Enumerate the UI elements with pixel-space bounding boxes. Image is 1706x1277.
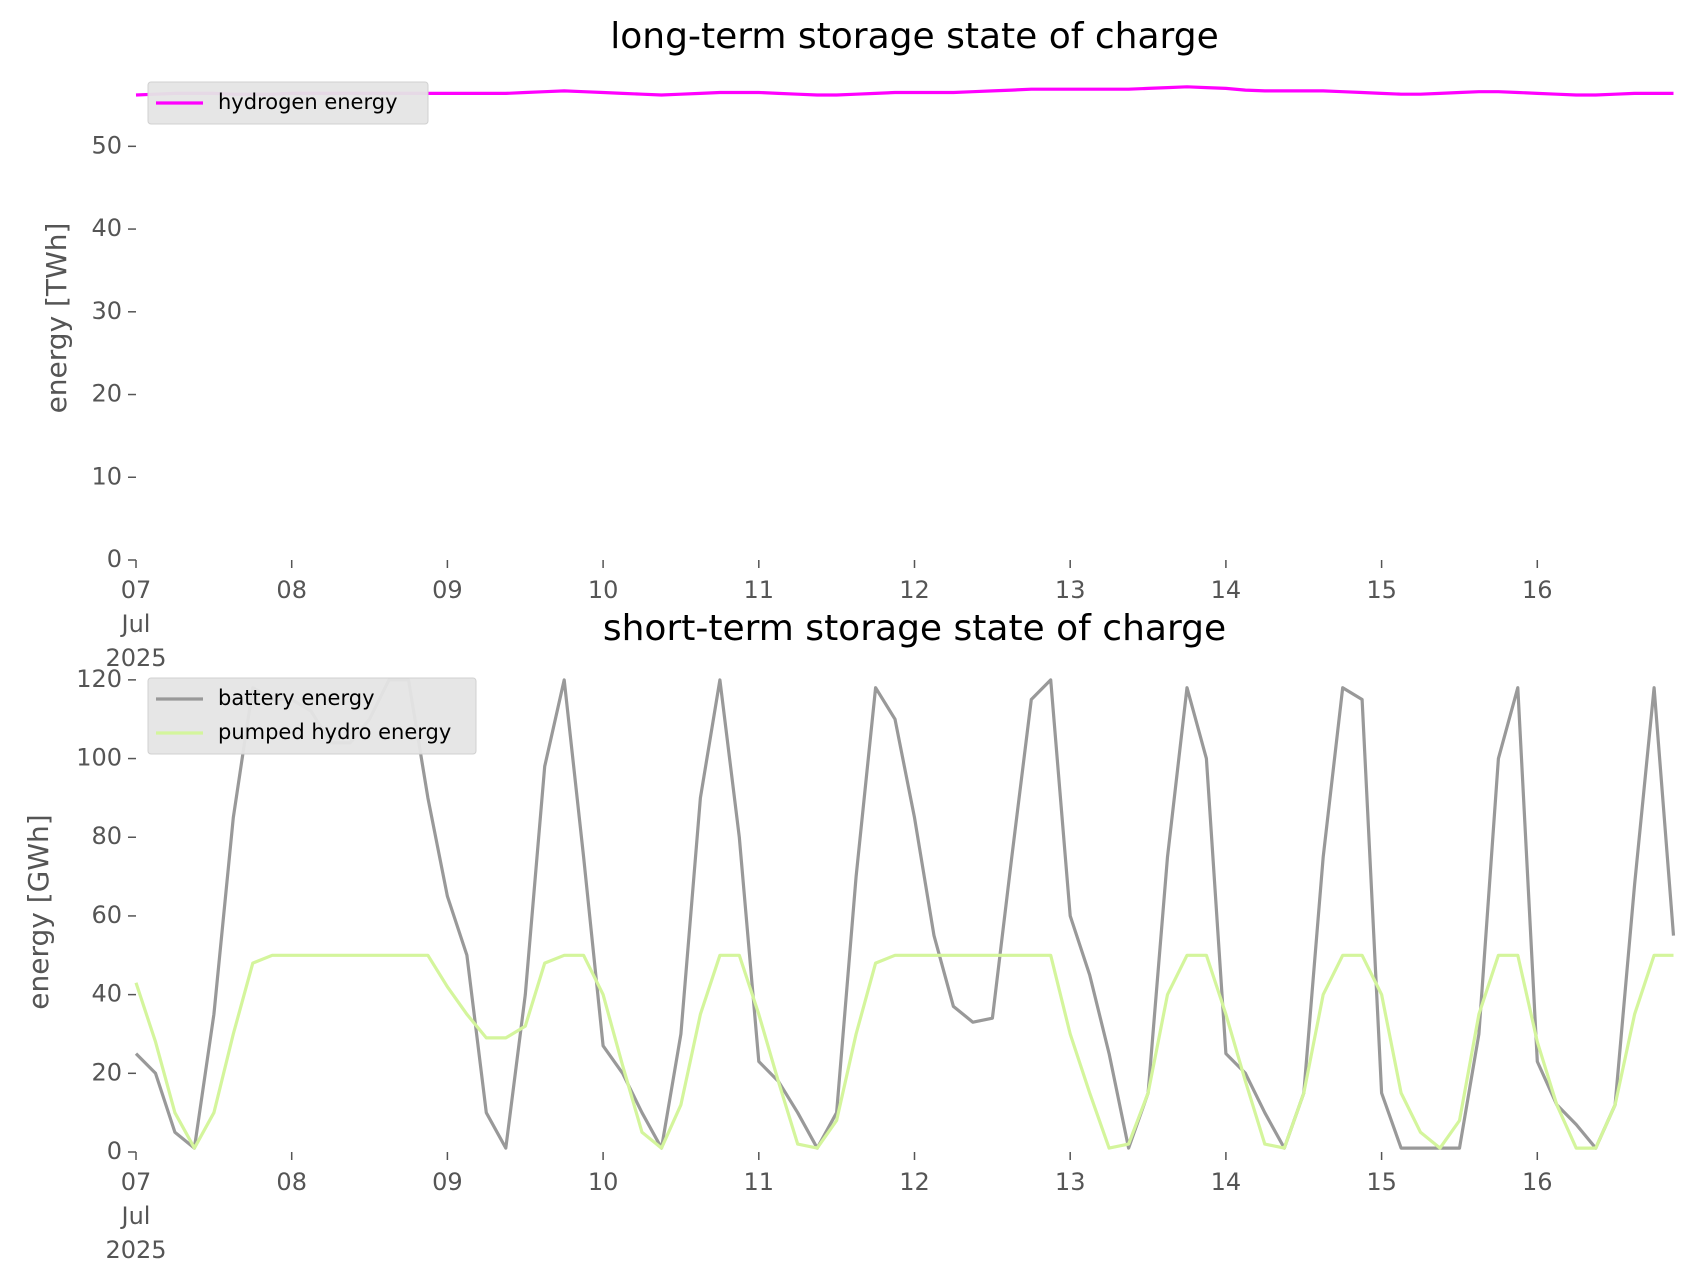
x-tick-label: 14 bbox=[1211, 1168, 1242, 1196]
chart-title: long-term storage state of charge bbox=[610, 16, 1218, 57]
y-tick-label: 20 bbox=[91, 1058, 122, 1086]
y-tick-label: 120 bbox=[76, 665, 122, 693]
x-tick-label: 13 bbox=[1055, 576, 1086, 604]
x-tick-label: 16 bbox=[1522, 1168, 1553, 1196]
x-tick-label: 08 bbox=[276, 1168, 307, 1196]
y-tick-label: 10 bbox=[91, 462, 122, 490]
x-tick-label: 10 bbox=[588, 576, 619, 604]
y-tick-label: 60 bbox=[91, 901, 122, 929]
x-tick-label: 09 bbox=[432, 576, 463, 604]
x-tick-label: 11 bbox=[744, 1168, 775, 1196]
legend-label: battery energy bbox=[218, 686, 375, 710]
x-tick-label: 15 bbox=[1366, 576, 1397, 604]
legend-box bbox=[147, 677, 477, 755]
x-tick-label: 07 Jul 2025 bbox=[105, 576, 166, 672]
x-tick-label: 11 bbox=[744, 576, 775, 604]
y-tick-label: 0 bbox=[107, 1137, 122, 1165]
y-tick-label: 40 bbox=[91, 214, 122, 242]
chart-title: short-term storage state of charge bbox=[603, 608, 1226, 649]
y-tick-label: 40 bbox=[91, 980, 122, 1008]
x-tick-label: 15 bbox=[1366, 1168, 1397, 1196]
x-tick-label: 12 bbox=[899, 1168, 930, 1196]
y-tick-label: 30 bbox=[91, 297, 122, 325]
y-axis-label: energy [GWh] bbox=[22, 814, 55, 1009]
series-line bbox=[134, 953, 1674, 1150]
y-tick-label: 0 bbox=[107, 545, 122, 573]
x-tick-label: 09 bbox=[432, 1168, 463, 1196]
x-tick-label: 12 bbox=[899, 576, 930, 604]
y-axis-label: energy [TWh] bbox=[40, 223, 73, 414]
x-tick-label: 07 Jul 2025 bbox=[105, 1168, 166, 1264]
x-tick-label: 08 bbox=[276, 576, 307, 604]
y-tick-label: 50 bbox=[91, 131, 122, 159]
legend-label: pumped hydro energy bbox=[218, 720, 451, 744]
y-tick-label: 20 bbox=[91, 380, 122, 408]
x-tick-label: 14 bbox=[1211, 576, 1242, 604]
y-tick-label: 100 bbox=[76, 744, 122, 772]
legend-label: hydrogen energy bbox=[218, 90, 398, 114]
legend-box bbox=[147, 81, 429, 125]
x-tick-label: 16 bbox=[1522, 576, 1553, 604]
x-tick-label: 10 bbox=[588, 1168, 619, 1196]
x-tick-label: 13 bbox=[1055, 1168, 1086, 1196]
y-tick-label: 80 bbox=[91, 822, 122, 850]
